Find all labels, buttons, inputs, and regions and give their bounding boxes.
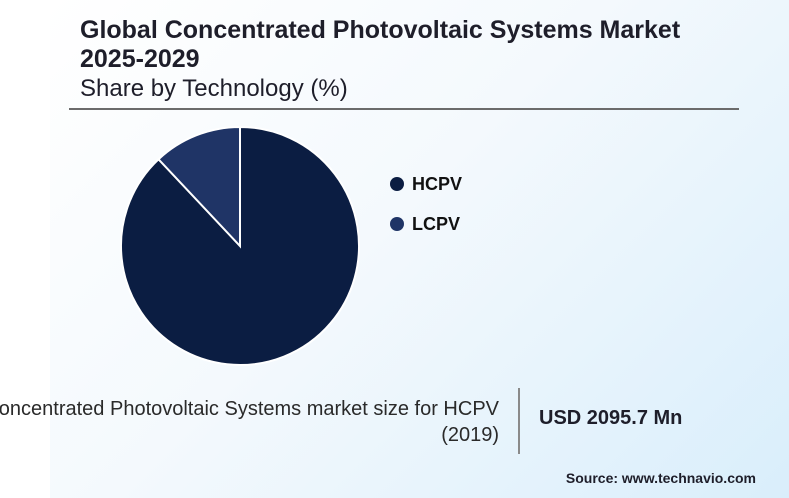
title-divider [69,108,739,110]
legend-label-lcpv: LCPV [412,213,461,234]
legend-swatch-lcpv [390,217,404,231]
pie-chart [120,125,360,366]
footer-divider [518,388,520,454]
legend-swatch-hcpv [390,177,404,191]
pie-slice-lcpv [157,125,241,249]
legend-item-lcpv: LCPV [390,212,462,236]
chart-subtitle: Share by Technology (%) [80,75,348,102]
market-size-description: Concentrated Photovoltaic Systems market… [0,398,499,446]
market-size-value: USD 2095.7 Mn [539,407,683,429]
legend: HCPV LCPV [390,172,462,252]
pie-slice-hcpv [120,125,360,366]
legend-item-hcpv: HCPV [390,172,462,196]
legend-label-hcpv: HCPV [412,173,463,194]
chart-title: Global Concentrated Photovoltaic Systems… [80,16,681,73]
source-credit: Source: www.technavio.com [565,470,756,486]
